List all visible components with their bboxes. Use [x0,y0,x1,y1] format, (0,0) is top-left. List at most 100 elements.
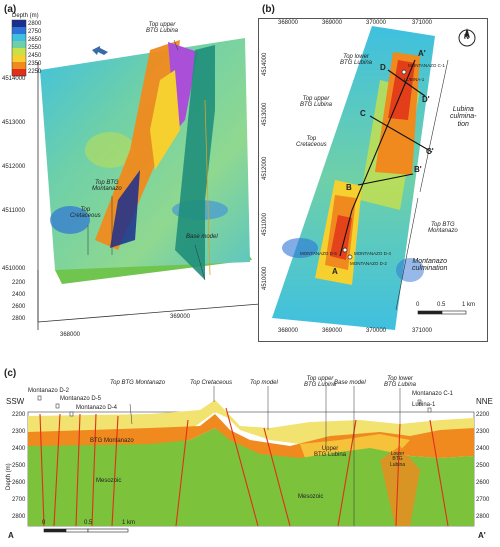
label-top-upper-btg-lubina: Top upper BTG Lubina [304,376,337,389]
unit-label-upper-btg-lubina: Upper BTG Lubina [314,446,347,459]
panel-a-north-arrow [92,46,108,55]
depth-tick: 2400 [12,446,26,452]
top-tick: 368000 [278,20,299,26]
legend-tick: 2550 [28,45,42,51]
point-b: B [346,183,352,192]
depth-tick-right: 2300 [476,429,490,435]
label-top-lower-btg-lubina: Top lower BTG Lubina [340,54,373,67]
top-tick: 370000 [366,20,387,26]
well-lubina1: Lubina-1 [412,402,436,408]
z-tick: 2200 [12,280,26,286]
top-tick: 369000 [322,20,343,26]
label-top-upper-btg-lubina: Top upper BTG Lubina [300,96,333,109]
well-d4: Montanazo D-4 [76,405,118,411]
depth-tick-right: 2800 [476,514,490,520]
z-tick: 2800 [12,316,26,322]
legend-tick: 2650 [28,37,42,43]
fault-surface-yellow [150,70,180,170]
panel-a-label: (a) [4,4,17,15]
label-top-model: Top model [250,380,278,386]
well-montanazo-d4: MONTANAZO D-4 [354,251,391,256]
faults [39,407,449,527]
depth-tick-right: 2700 [476,497,490,503]
depth-tick: 2600 [12,480,26,486]
bottom-tick: 368000 [278,328,299,334]
label-ssw: SSW [6,397,25,406]
label-top-lower-btg-lubina: Top lower BTG Lubina [384,376,417,389]
north-arrow [458,28,476,47]
panel-b-scale-bar [417,310,467,315]
label-base-model: Base model [334,380,366,386]
unit-mesozoic [28,428,474,526]
point-b-prime: B' [414,165,422,174]
well-d2: Montanazo D-2 [28,388,70,394]
panel-c-scale-bar [43,528,129,533]
depth-tick-right: 2200 [476,412,490,418]
scale-tick: 0 [416,302,420,308]
label-a-prime: A' [478,531,486,540]
unit-label-btg-montanazo: BTG Montanazo [90,438,134,444]
depth-tick-right: 2600 [476,480,490,486]
y-tick: 4510000 [2,266,26,272]
north-label: N [464,34,470,41]
bottom-tick: 370000 [366,328,387,334]
well-montanazo-d5: MONTANAZO D-5 [300,251,337,256]
label-top-btg-montanazo: Top BTG Montanazo [428,222,458,235]
label-nne: NNE [476,397,493,406]
legend-tick: 2450 [28,53,42,59]
scale-tick: 0.5 [84,520,93,526]
panel-c-label: (c) [4,368,17,379]
point-c-prime: C' [426,147,434,156]
z-tick: 2600 [12,304,26,310]
label-top-upper-btg-lubina: Top upper BTG Lubina [146,22,179,35]
well-lubina-1: LUBINA-1 [404,77,425,82]
y-tick: 4513000 [2,120,26,126]
label-base-model: Base model [186,234,218,240]
depth-tick: 2700 [12,497,26,503]
scale-tick: 0 [42,520,46,526]
point-d: D [380,63,386,72]
fault-surface-navy [110,170,140,248]
y-tick: 4514000 [2,76,26,82]
x-tick: 369000 [170,314,191,320]
legend-tick: 2750 [28,29,42,35]
panel-a-legend-colorbar [11,19,27,77]
legend-tick: 2800 [28,21,42,27]
panel-b-label: (b) [262,4,275,15]
unit-label-mesozoic: Mesozoic [298,494,324,500]
scale-tick: 1 km [122,520,136,526]
legend-title: Depth (m) [12,13,39,19]
label-montanazo-culmination: Montanazo culmination [412,258,448,273]
scale-tick: 1 km [462,302,476,308]
top-tick: 371000 [412,20,433,26]
unit-label-mesozoic: Mesozoic [96,478,122,484]
point-d-prime: D' [422,95,430,104]
label-lubina-culmination: Lubina culmina- tion [450,106,477,128]
depth-tick: 2300 [12,429,26,435]
well-montanazo-c1: MONTANAZO C-1 [408,63,445,68]
depth-tick: 2200 [12,412,26,418]
well-montanazo-d2: MONTANAZO D-2 [350,261,387,266]
point-c: C [360,109,366,118]
unit-label-lower-btg-lubina: Lower BTG Lubina [390,451,406,468]
depth-tick: 2800 [12,514,26,520]
panel-a-axes [37,62,261,330]
bottom-tick: 369000 [322,328,343,334]
y-tick: 4512000 [2,164,26,170]
z-tick: 2400 [12,292,26,298]
point-a-prime: A' [418,49,426,58]
legend-tick: 2350 [28,61,42,67]
depth-tick-right: 2400 [476,446,490,452]
legend-tick: 2250 [28,69,42,75]
depth-tick-right: 2500 [476,463,490,469]
well-c1: Montanazo C-1 [412,391,454,397]
label-top-cretaceous: Top Cretaceous [70,207,101,220]
depth-tick: 2500 [12,463,26,469]
y-tick: 4511000 [2,208,25,214]
label-a: A [8,531,14,540]
label-top-cretaceous: Top Cretaceous [296,136,327,149]
label-top-btg-montanazo: Top BTG Montanazo [92,180,122,193]
